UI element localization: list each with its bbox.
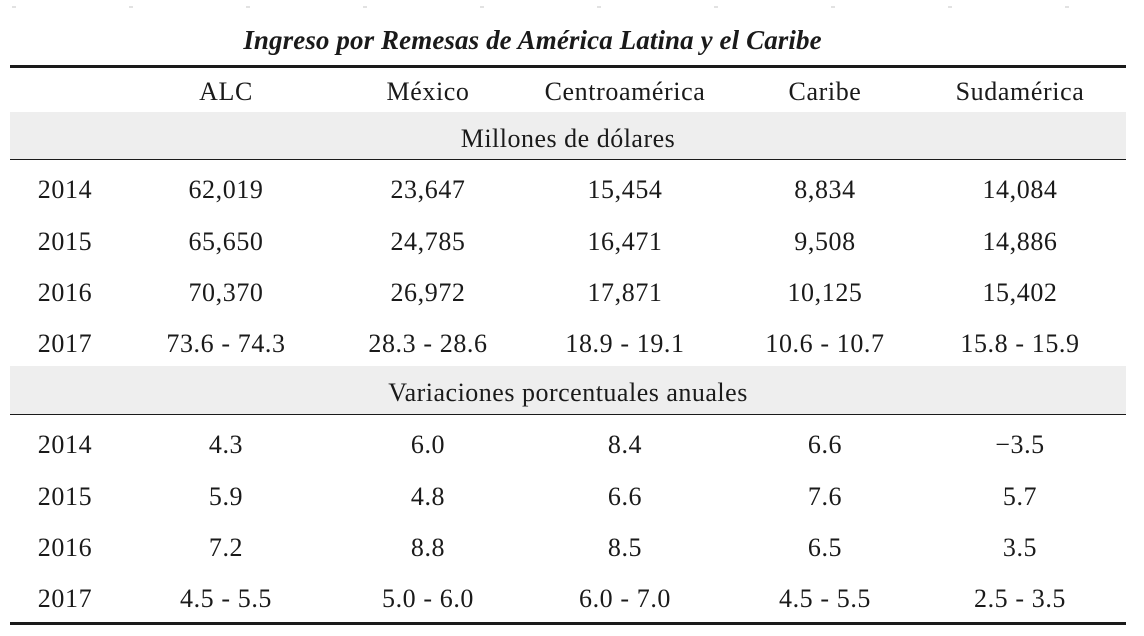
value-cell: 24,785 xyxy=(390,227,466,256)
value-cell: 26,972 xyxy=(390,278,466,307)
section-rule xyxy=(10,159,1126,160)
value-cell: 18.9 - 19.1 xyxy=(565,329,685,358)
value-cell: 73.6 - 74.3 xyxy=(166,329,286,358)
value-cell: 62,019 xyxy=(188,175,264,204)
table-row: 2016 70,370 26,972 17,871 10,125 15,402 xyxy=(0,273,1144,313)
value-cell: 14,084 xyxy=(982,175,1058,204)
value-cell: 9,508 xyxy=(794,227,856,256)
value-cell: 15,402 xyxy=(982,278,1058,307)
value-cell: 10.6 - 10.7 xyxy=(765,329,885,358)
value-cell: 8.5 xyxy=(607,533,643,562)
header-sudamerica: Sudamérica xyxy=(955,77,1085,106)
header-mexico: México xyxy=(386,77,470,106)
table-row: 2017 4.5 - 5.5 5.0 - 6.0 6.0 - 7.0 4.5 -… xyxy=(0,579,1144,619)
header-caribe: Caribe xyxy=(788,77,862,106)
value-cell: 10,125 xyxy=(787,278,863,307)
header-centroamerica: Centroamérica xyxy=(544,77,706,106)
value-cell: 23,647 xyxy=(390,175,466,204)
value-cell: 4.5 - 5.5 xyxy=(179,584,273,613)
value-cell: 8,834 xyxy=(794,175,856,204)
top-dashed-divider xyxy=(12,6,1126,8)
table-title: Ingreso por Remesas de América Latina y … xyxy=(243,25,822,55)
year-cell: 2017 xyxy=(37,329,93,358)
value-cell: 8.4 xyxy=(607,430,643,459)
section-rule xyxy=(10,414,1126,415)
value-cell: 70,370 xyxy=(188,278,264,307)
value-cell: 8.8 xyxy=(410,533,446,562)
year-cell: 2017 xyxy=(37,584,93,613)
table-row: 2015 65,650 24,785 16,471 9,508 14,886 xyxy=(0,222,1144,262)
value-cell: 6.6 xyxy=(607,482,643,511)
table-row: 2014 4.3 6.0 8.4 6.6 −3.5 xyxy=(0,425,1144,465)
value-cell: 6.0 xyxy=(410,430,446,459)
year-cell: 2016 xyxy=(37,533,93,562)
value-cell: 4.5 - 5.5 xyxy=(778,584,872,613)
value-cell: 16,471 xyxy=(587,227,663,256)
table-row: 2016 7.2 8.8 8.5 6.5 3.5 xyxy=(0,528,1144,568)
year-cell: 2014 xyxy=(37,175,93,204)
header-row: ALC México Centroamérica Caribe Sudaméri… xyxy=(0,70,1144,110)
value-cell: 7.6 xyxy=(807,482,843,511)
header-alc: ALC xyxy=(199,77,253,106)
value-cell: 5.7 xyxy=(1002,482,1038,511)
value-cell: 17,871 xyxy=(587,278,663,307)
value-cell: −3.5 xyxy=(995,430,1045,459)
value-cell: 65,650 xyxy=(188,227,264,256)
value-cell: 6.0 - 7.0 xyxy=(578,584,672,613)
value-cell: 15,454 xyxy=(587,175,663,204)
table-row: 2017 73.6 - 74.3 28.3 - 28.6 18.9 - 19.1… xyxy=(0,324,1144,364)
value-cell: 4.8 xyxy=(410,482,446,511)
year-cell: 2015 xyxy=(37,482,93,511)
value-cell: 6.5 xyxy=(807,533,843,562)
value-cell: 15.8 - 15.9 xyxy=(960,329,1080,358)
top-rule xyxy=(10,65,1126,68)
table-row: 2014 62,019 23,647 15,454 8,834 14,084 xyxy=(0,170,1144,210)
section-label-millones: Millones de dólares xyxy=(10,112,1126,159)
table-row: 2015 5.9 4.8 6.6 7.6 5.7 xyxy=(0,477,1144,517)
section-label-variaciones: Variaciones porcentuales anuales xyxy=(10,366,1126,414)
bottom-rule xyxy=(10,622,1126,625)
value-cell: 4.3 xyxy=(208,430,244,459)
value-cell: 3.5 xyxy=(1002,533,1038,562)
value-cell: 28.3 - 28.6 xyxy=(368,329,488,358)
value-cell: 6.6 xyxy=(807,430,843,459)
year-cell: 2014 xyxy=(37,430,93,459)
value-cell: 5.9 xyxy=(208,482,244,511)
value-cell: 14,886 xyxy=(982,227,1058,256)
value-cell: 7.2 xyxy=(208,533,244,562)
year-cell: 2016 xyxy=(37,278,93,307)
value-cell: 5.0 - 6.0 xyxy=(381,584,475,613)
value-cell: 2.5 - 3.5 xyxy=(973,584,1067,613)
year-cell: 2015 xyxy=(37,227,93,256)
